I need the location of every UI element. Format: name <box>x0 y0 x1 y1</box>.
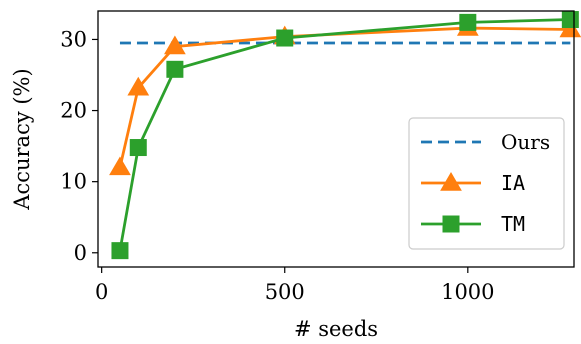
ticks-layer: 0 500 1000 0 10 20 30 <box>60 27 494 304</box>
legend-tm-label: TM <box>501 212 525 236</box>
series-ia-point <box>559 18 581 38</box>
x-tick-label: 1000 <box>441 280 494 304</box>
legend-ia-label: IA <box>501 171 525 195</box>
legend-ia-marker <box>440 172 462 191</box>
x-tick-label: 500 <box>265 280 305 304</box>
series-ia-point <box>127 76 150 96</box>
axes-frame <box>97 10 575 268</box>
series-tm-point <box>166 60 184 78</box>
legend: Ours IA TM <box>408 117 565 250</box>
series-ia-point <box>164 35 186 55</box>
series-tm-line <box>118 18 571 251</box>
series-tm-point <box>561 11 579 29</box>
y-axis-label: Accuracy (%) <box>10 68 34 210</box>
y-tick-label: 20 <box>60 99 87 123</box>
y-tick-label: 10 <box>60 170 87 194</box>
series-tm-point <box>111 242 129 260</box>
legend-tm-marker <box>442 215 460 233</box>
y-tick-label: 0 <box>74 241 87 265</box>
y-tick-label: 30 <box>60 27 87 51</box>
series-tm-point <box>129 139 147 157</box>
x-tick-label: 0 <box>95 280 108 304</box>
series-tm-point <box>276 29 294 47</box>
legend-ours-label: Ours <box>501 130 550 154</box>
series-tm-point <box>459 13 477 31</box>
series-ia-line <box>118 26 571 168</box>
series-ia-point <box>109 156 131 176</box>
x-axis-label: # seeds <box>294 317 378 341</box>
plot-layer <box>109 11 581 260</box>
